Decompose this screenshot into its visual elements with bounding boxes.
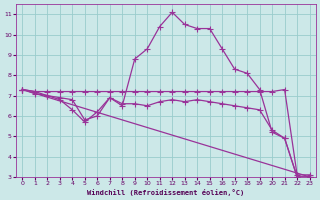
X-axis label: Windchill (Refroidissement éolien,°C): Windchill (Refroidissement éolien,°C) [87,189,244,196]
